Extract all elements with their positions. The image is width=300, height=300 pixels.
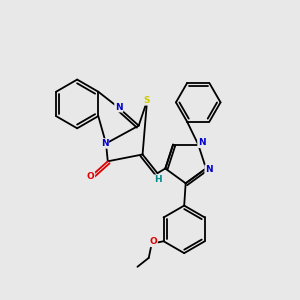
Text: O: O — [149, 237, 157, 246]
Text: N: N — [198, 138, 206, 147]
Text: S: S — [144, 96, 150, 105]
Text: H: H — [154, 175, 162, 184]
Text: O: O — [87, 172, 94, 181]
Text: N: N — [101, 139, 108, 148]
Text: N: N — [115, 103, 123, 112]
Text: N: N — [205, 165, 213, 174]
